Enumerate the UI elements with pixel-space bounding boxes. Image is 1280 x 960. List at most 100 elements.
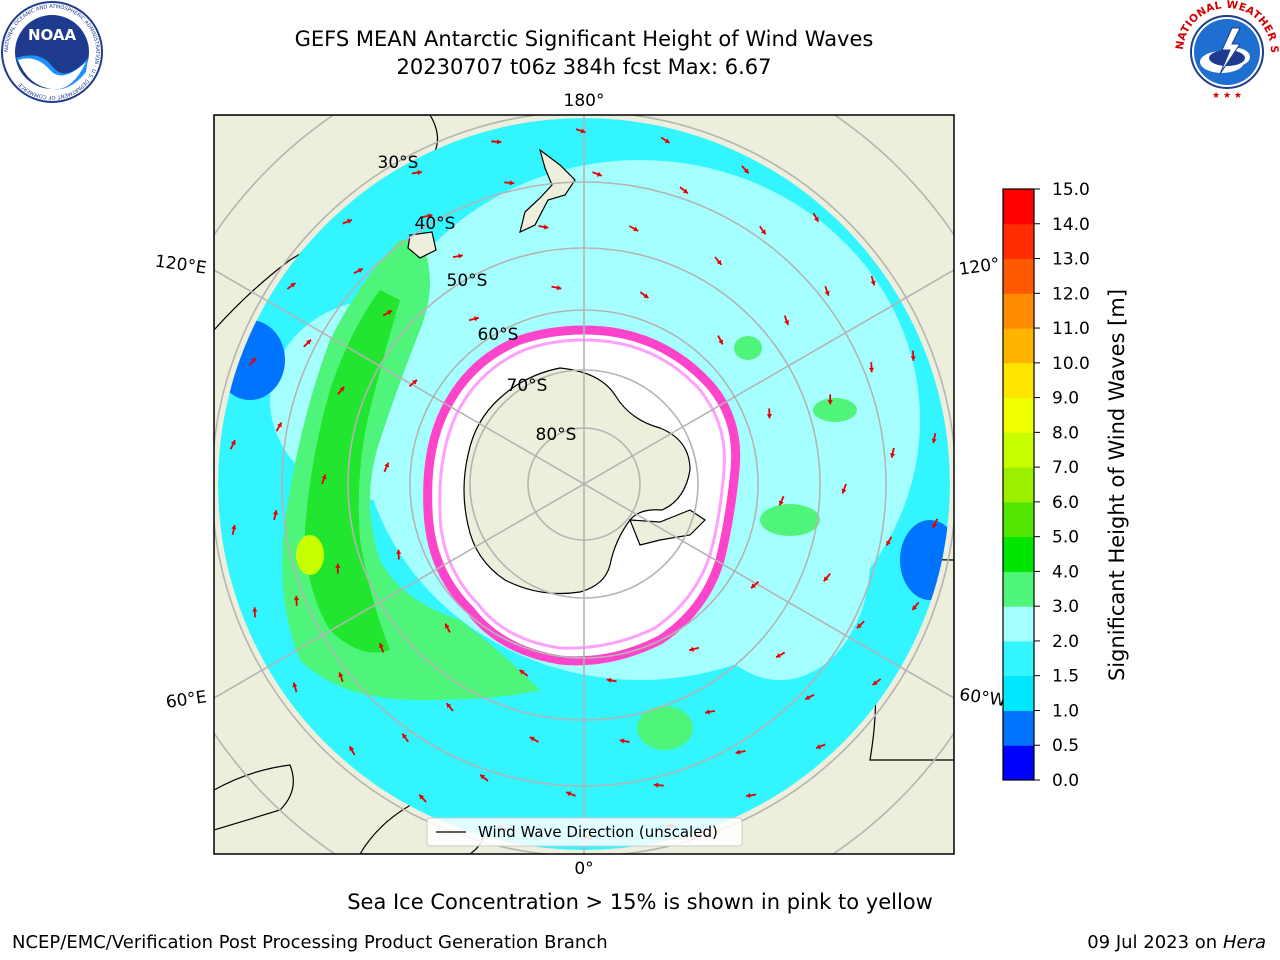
noaa-logo-text: NOAA bbox=[28, 26, 77, 44]
wave-arrow-head bbox=[346, 219, 352, 224]
lat-label-80s: 80°S bbox=[536, 425, 577, 445]
noaa-logo: NOAA NATIONAL OCEANIC AND ATMOSPHERIC AD… bbox=[1, 1, 103, 103]
new-zealand-landmass bbox=[519, 148, 576, 234]
colorbar-band bbox=[1003, 675, 1034, 711]
wave-arrow-head bbox=[805, 694, 811, 700]
wave-arrow-head bbox=[735, 749, 741, 755]
lon-label-lower-right: 60°W bbox=[958, 685, 1007, 711]
wave-arrow-head bbox=[419, 794, 425, 800]
wave-arrow-head bbox=[653, 782, 659, 788]
wave-arrow-head bbox=[841, 488, 847, 494]
madagascar-landmass bbox=[214, 764, 294, 831]
wave-arrow-head bbox=[910, 356, 916, 361]
wave-arrow-head bbox=[339, 386, 345, 392]
wave-arrow-head bbox=[458, 253, 463, 259]
wave-arrow-head bbox=[277, 422, 282, 428]
colorbar-band bbox=[1003, 606, 1034, 642]
wave-arrow-head bbox=[596, 171, 602, 177]
wave-arrow-head bbox=[784, 320, 790, 325]
wave-arrow-head bbox=[252, 607, 258, 612]
chart-title: GEFS MEAN Antarctic Significant Height o… bbox=[294, 27, 874, 51]
colorbar-tick-label: 0.5 bbox=[1052, 736, 1079, 756]
lon-label-upper-right: 120° bbox=[958, 254, 1001, 280]
wave-arrow-head bbox=[402, 733, 408, 739]
wave-arrow-head bbox=[321, 474, 327, 480]
colorbar-tick-label: 3.0 bbox=[1052, 597, 1079, 617]
wave-arrow-head bbox=[746, 792, 751, 799]
wave-arrow-head bbox=[682, 188, 688, 194]
colorbar-tick-label: 5.0 bbox=[1052, 528, 1079, 548]
wave-arrow-head bbox=[716, 259, 722, 265]
colorbar-tick-label: 1.0 bbox=[1052, 701, 1079, 721]
wave-arrow-head bbox=[931, 438, 937, 444]
wave-arrow-head bbox=[306, 339, 312, 345]
lat-label-40s: 40°S bbox=[415, 214, 456, 234]
lat-label-70s: 70°S bbox=[507, 376, 548, 396]
wave-arrow-head bbox=[856, 623, 862, 629]
colorbar-band bbox=[1003, 745, 1034, 781]
wave-arrow-head bbox=[606, 677, 612, 683]
colorbar-tick-label: 2.0 bbox=[1052, 632, 1079, 652]
colorbar-tick-label: 9.0 bbox=[1052, 389, 1079, 409]
wave-arrow-head bbox=[349, 746, 355, 752]
wave-arrow-head bbox=[776, 653, 782, 658]
colorbar-band bbox=[1003, 189, 1034, 225]
colorbar-tick-label: 11.0 bbox=[1052, 319, 1090, 339]
wave-arrow-head bbox=[396, 549, 402, 554]
wave-arrow-head bbox=[813, 216, 819, 222]
wave-arrow-head bbox=[778, 500, 784, 506]
lon-label-upper-left: 120°E bbox=[154, 252, 208, 279]
wave-arrow-head bbox=[293, 595, 300, 601]
wave-arrow-head bbox=[338, 672, 344, 678]
antarctic-peninsula bbox=[629, 509, 706, 546]
wave-arrow-head bbox=[643, 293, 649, 299]
sea-ice-note: Sea Ice Concentration > 15% is shown in … bbox=[347, 890, 933, 914]
wave-arrow-head bbox=[824, 290, 830, 296]
tasmania-landmass bbox=[407, 231, 437, 259]
wave-arrow-head bbox=[357, 268, 363, 274]
lon-label-bottom: 0° bbox=[574, 859, 593, 879]
wave-arrow-head bbox=[750, 583, 756, 589]
wave-arrow-head bbox=[868, 367, 875, 373]
footer-credit: NCEP/EMC/Verification Post Processing Pr… bbox=[12, 932, 608, 953]
wave-arrow-head bbox=[760, 229, 766, 235]
wave-arrow-head bbox=[689, 646, 695, 652]
footer-date: 09 Jul 2023 on Hera bbox=[1087, 932, 1266, 953]
wave-arrow-head bbox=[427, 213, 433, 219]
wave-arrow-head bbox=[417, 169, 422, 176]
wave-arrow-head bbox=[529, 736, 535, 742]
wave-arrow-head bbox=[580, 128, 586, 134]
wave-arrow-head bbox=[386, 310, 392, 315]
colorbar-band bbox=[1003, 467, 1034, 503]
colorbar-band bbox=[1003, 293, 1034, 329]
wave-arrow-head bbox=[705, 709, 710, 715]
map-frame bbox=[213, 114, 955, 855]
colorbar-tick-label: 15.0 bbox=[1052, 180, 1090, 200]
wave-arrow-head bbox=[766, 414, 772, 419]
colorbar-band bbox=[1003, 328, 1034, 364]
wave-arrow-head bbox=[619, 738, 625, 744]
colorbar-tick-label: 7.0 bbox=[1052, 458, 1079, 478]
wave-arrow-head bbox=[870, 280, 876, 286]
wave-arrow-head bbox=[566, 791, 572, 797]
wave-arrow-head bbox=[290, 282, 296, 288]
wave-arrow-head bbox=[664, 138, 670, 143]
lat-label-30s: 30°S bbox=[378, 153, 419, 173]
wave-arrow-head bbox=[912, 605, 918, 611]
wave-arrow-head bbox=[519, 669, 525, 675]
wave-arrow-head bbox=[496, 139, 502, 145]
wave-arrow-head bbox=[543, 224, 549, 230]
wave-arrow-head bbox=[250, 357, 256, 363]
footer-date-text: 09 Jul 2023 on bbox=[1087, 932, 1223, 953]
wave-arrow-head bbox=[743, 168, 749, 174]
wave-arrow-head bbox=[230, 440, 236, 446]
nws-logo: NATIONAL WEATHER SERVICE ★ ★ ★ bbox=[1174, 0, 1280, 102]
wave-arrow-head bbox=[480, 774, 486, 780]
wave-arrow-head bbox=[886, 540, 891, 546]
colorbar-band bbox=[1003, 536, 1034, 572]
wave-arrow-head bbox=[444, 623, 450, 629]
wave-arrow-head bbox=[890, 452, 896, 458]
wave-arrow-head bbox=[412, 379, 418, 385]
wave-arrow-head bbox=[378, 643, 384, 648]
